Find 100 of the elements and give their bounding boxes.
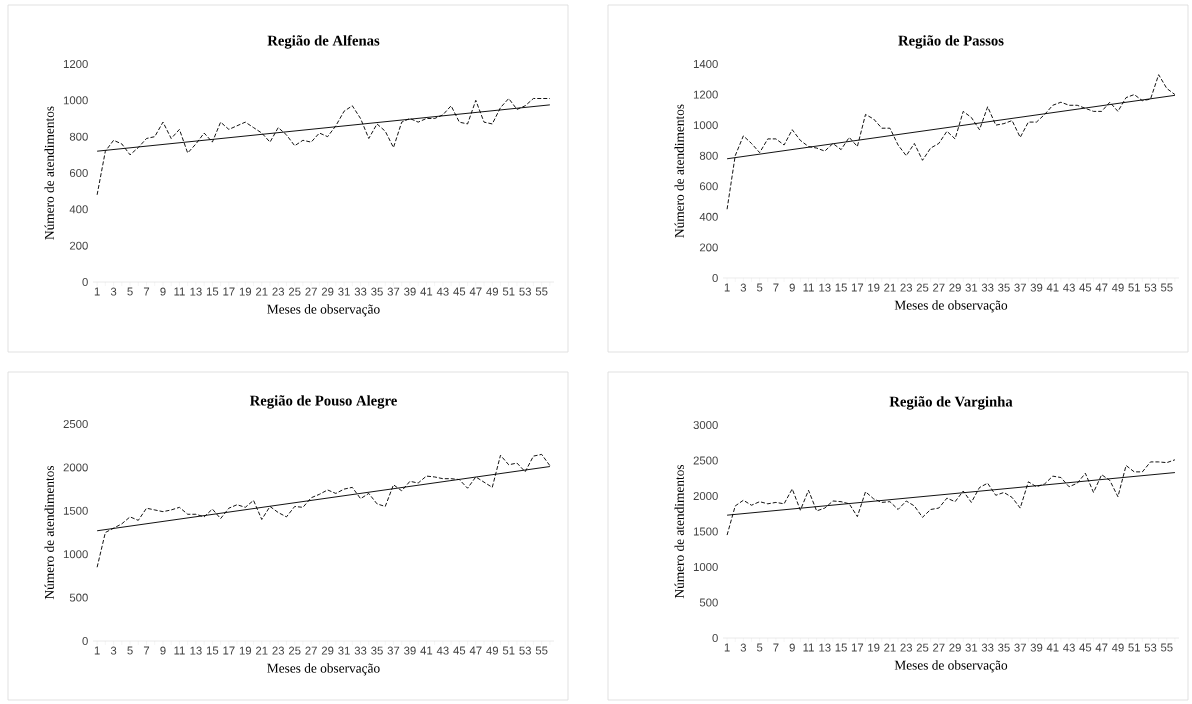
x-tick-label: 43	[436, 646, 449, 655]
x-tick-label: 1	[94, 287, 100, 296]
x-tick-label: 29	[949, 283, 961, 292]
y-tick-label: 2000	[693, 492, 718, 501]
x-tick-label: 17	[223, 646, 235, 655]
x-tick-label: 51	[1128, 643, 1140, 652]
x-tick-label: 35	[998, 283, 1010, 292]
y-tick-label: 200	[699, 243, 718, 252]
y-tick-label: 600	[699, 182, 718, 191]
y-tick-label: 400	[699, 212, 718, 221]
x-tick-label: 19	[239, 287, 252, 296]
x-tick-label: 5	[756, 283, 763, 292]
x-tick-label: 33	[354, 646, 367, 655]
y-tick-label: 800	[69, 132, 88, 141]
x-tick-label: 49	[486, 646, 499, 655]
y-tick-label: 600	[69, 168, 88, 177]
x-tick-label: 9	[160, 646, 166, 655]
x-tick-label: 55	[1160, 643, 1173, 652]
x-tick-label: 23	[900, 283, 913, 292]
y-axis-title: Número de atendimentos	[44, 465, 54, 600]
x-tick-label: 33	[981, 643, 994, 652]
x-tick-label: 27	[933, 283, 945, 292]
x-tick-label: 23	[900, 643, 913, 652]
x-tick-label: 29	[321, 646, 334, 655]
line-series	[726, 459, 1176, 536]
x-tick-label: 1	[724, 283, 730, 292]
x-tick-label: 37	[387, 287, 400, 296]
x-tick-label: 33	[354, 287, 367, 296]
x-tick-label: 49	[486, 287, 499, 296]
y-tick-label: 500	[699, 598, 718, 607]
y-tick-label: 1500	[693, 527, 718, 536]
x-tick-label: 17	[851, 643, 864, 652]
y-tick-label: 1000	[693, 563, 718, 572]
x-tick-label: 19	[868, 643, 880, 652]
x-tick-label: 47	[1095, 643, 1108, 652]
chart-title: Região de Pouso Alegre	[249, 395, 397, 409]
x-tick-label: 43	[1063, 283, 1075, 292]
x-tick-label: 43	[436, 287, 449, 296]
x-tick-label: 5	[127, 646, 133, 655]
x-tick-label: 27	[305, 646, 317, 655]
x-tick-label: 1	[724, 643, 730, 652]
y-tick-label: 0	[712, 634, 718, 643]
x-tick-label: 31	[338, 287, 350, 296]
x-tick-label: 25	[916, 283, 929, 292]
x-tick-label: 7	[773, 283, 779, 292]
x-tick-label: 13	[190, 287, 202, 296]
x-tick-label: 9	[789, 643, 795, 652]
y-tick-label: 2000	[63, 463, 88, 472]
x-tick-label: 35	[998, 643, 1010, 652]
y-tick-label: 1000	[693, 121, 718, 130]
x-tick-label: 19	[239, 646, 252, 655]
x-tick-label: 31	[965, 643, 978, 652]
chart-title: Região de Passos	[898, 35, 1004, 49]
x-tick-label: 5	[756, 643, 763, 652]
x-tick-label: 39	[404, 646, 416, 655]
y-tick-label: 1000	[63, 96, 88, 105]
x-tick-label: 45	[453, 287, 466, 296]
x-tick-label: 23	[272, 646, 285, 655]
x-tick-label: 51	[1128, 283, 1140, 292]
x-tick-label: 39	[1030, 643, 1043, 652]
x-tick-label: 9	[160, 287, 166, 296]
x-tick-label: 15	[835, 283, 847, 292]
x-tick-label: 41	[1046, 283, 1059, 292]
y-tick-label: 1000	[63, 550, 88, 559]
y-tick-label: 500	[69, 593, 88, 602]
x-tick-label: 51	[502, 287, 515, 296]
y-tick-label: 1200	[63, 59, 88, 68]
y-tick-label: 800	[699, 151, 718, 160]
y-axis-title: Número de atendimentos	[44, 106, 54, 240]
x-tick-label: 13	[819, 283, 831, 292]
x-tick-label: 21	[256, 646, 268, 655]
x-tick-label: 27	[933, 643, 945, 652]
x-tick-label: 7	[773, 643, 779, 652]
y-tick-label: 400	[69, 205, 88, 214]
x-tick-label: 29	[321, 287, 334, 296]
x-tick-label: 11	[803, 643, 814, 652]
x-tick-label: 3	[110, 287, 117, 296]
y-tick-label: 0	[82, 637, 88, 646]
x-tick-label: 25	[288, 287, 301, 296]
x-tick-label: 37	[387, 646, 400, 655]
x-tick-label: 13	[819, 643, 831, 652]
x-tick-label: 47	[469, 287, 482, 296]
x-tick-label: 29	[949, 643, 961, 652]
y-tick-label: 1400	[693, 59, 718, 68]
x-axis-title: Meses de observação	[267, 663, 380, 676]
x-tick-label: 33	[981, 283, 994, 292]
x-tick-label: 25	[916, 643, 929, 652]
y-tick-label: 0	[712, 273, 718, 282]
y-tick-label: 3000	[693, 421, 718, 430]
x-tick-label: 35	[371, 646, 383, 655]
x-tick-label: 37	[1014, 643, 1026, 652]
x-tick-label: 49	[1111, 643, 1124, 652]
x-tick-label: 21	[884, 283, 896, 292]
x-tick-label: 21	[256, 287, 268, 296]
x-axis-title: Meses de observação	[894, 660, 1008, 673]
x-tick-label: 7	[143, 646, 150, 655]
x-tick-label: 5	[127, 287, 133, 296]
x-tick-label: 11	[174, 287, 185, 296]
y-tick-label: 200	[69, 241, 88, 250]
x-tick-label: 9	[789, 283, 795, 292]
